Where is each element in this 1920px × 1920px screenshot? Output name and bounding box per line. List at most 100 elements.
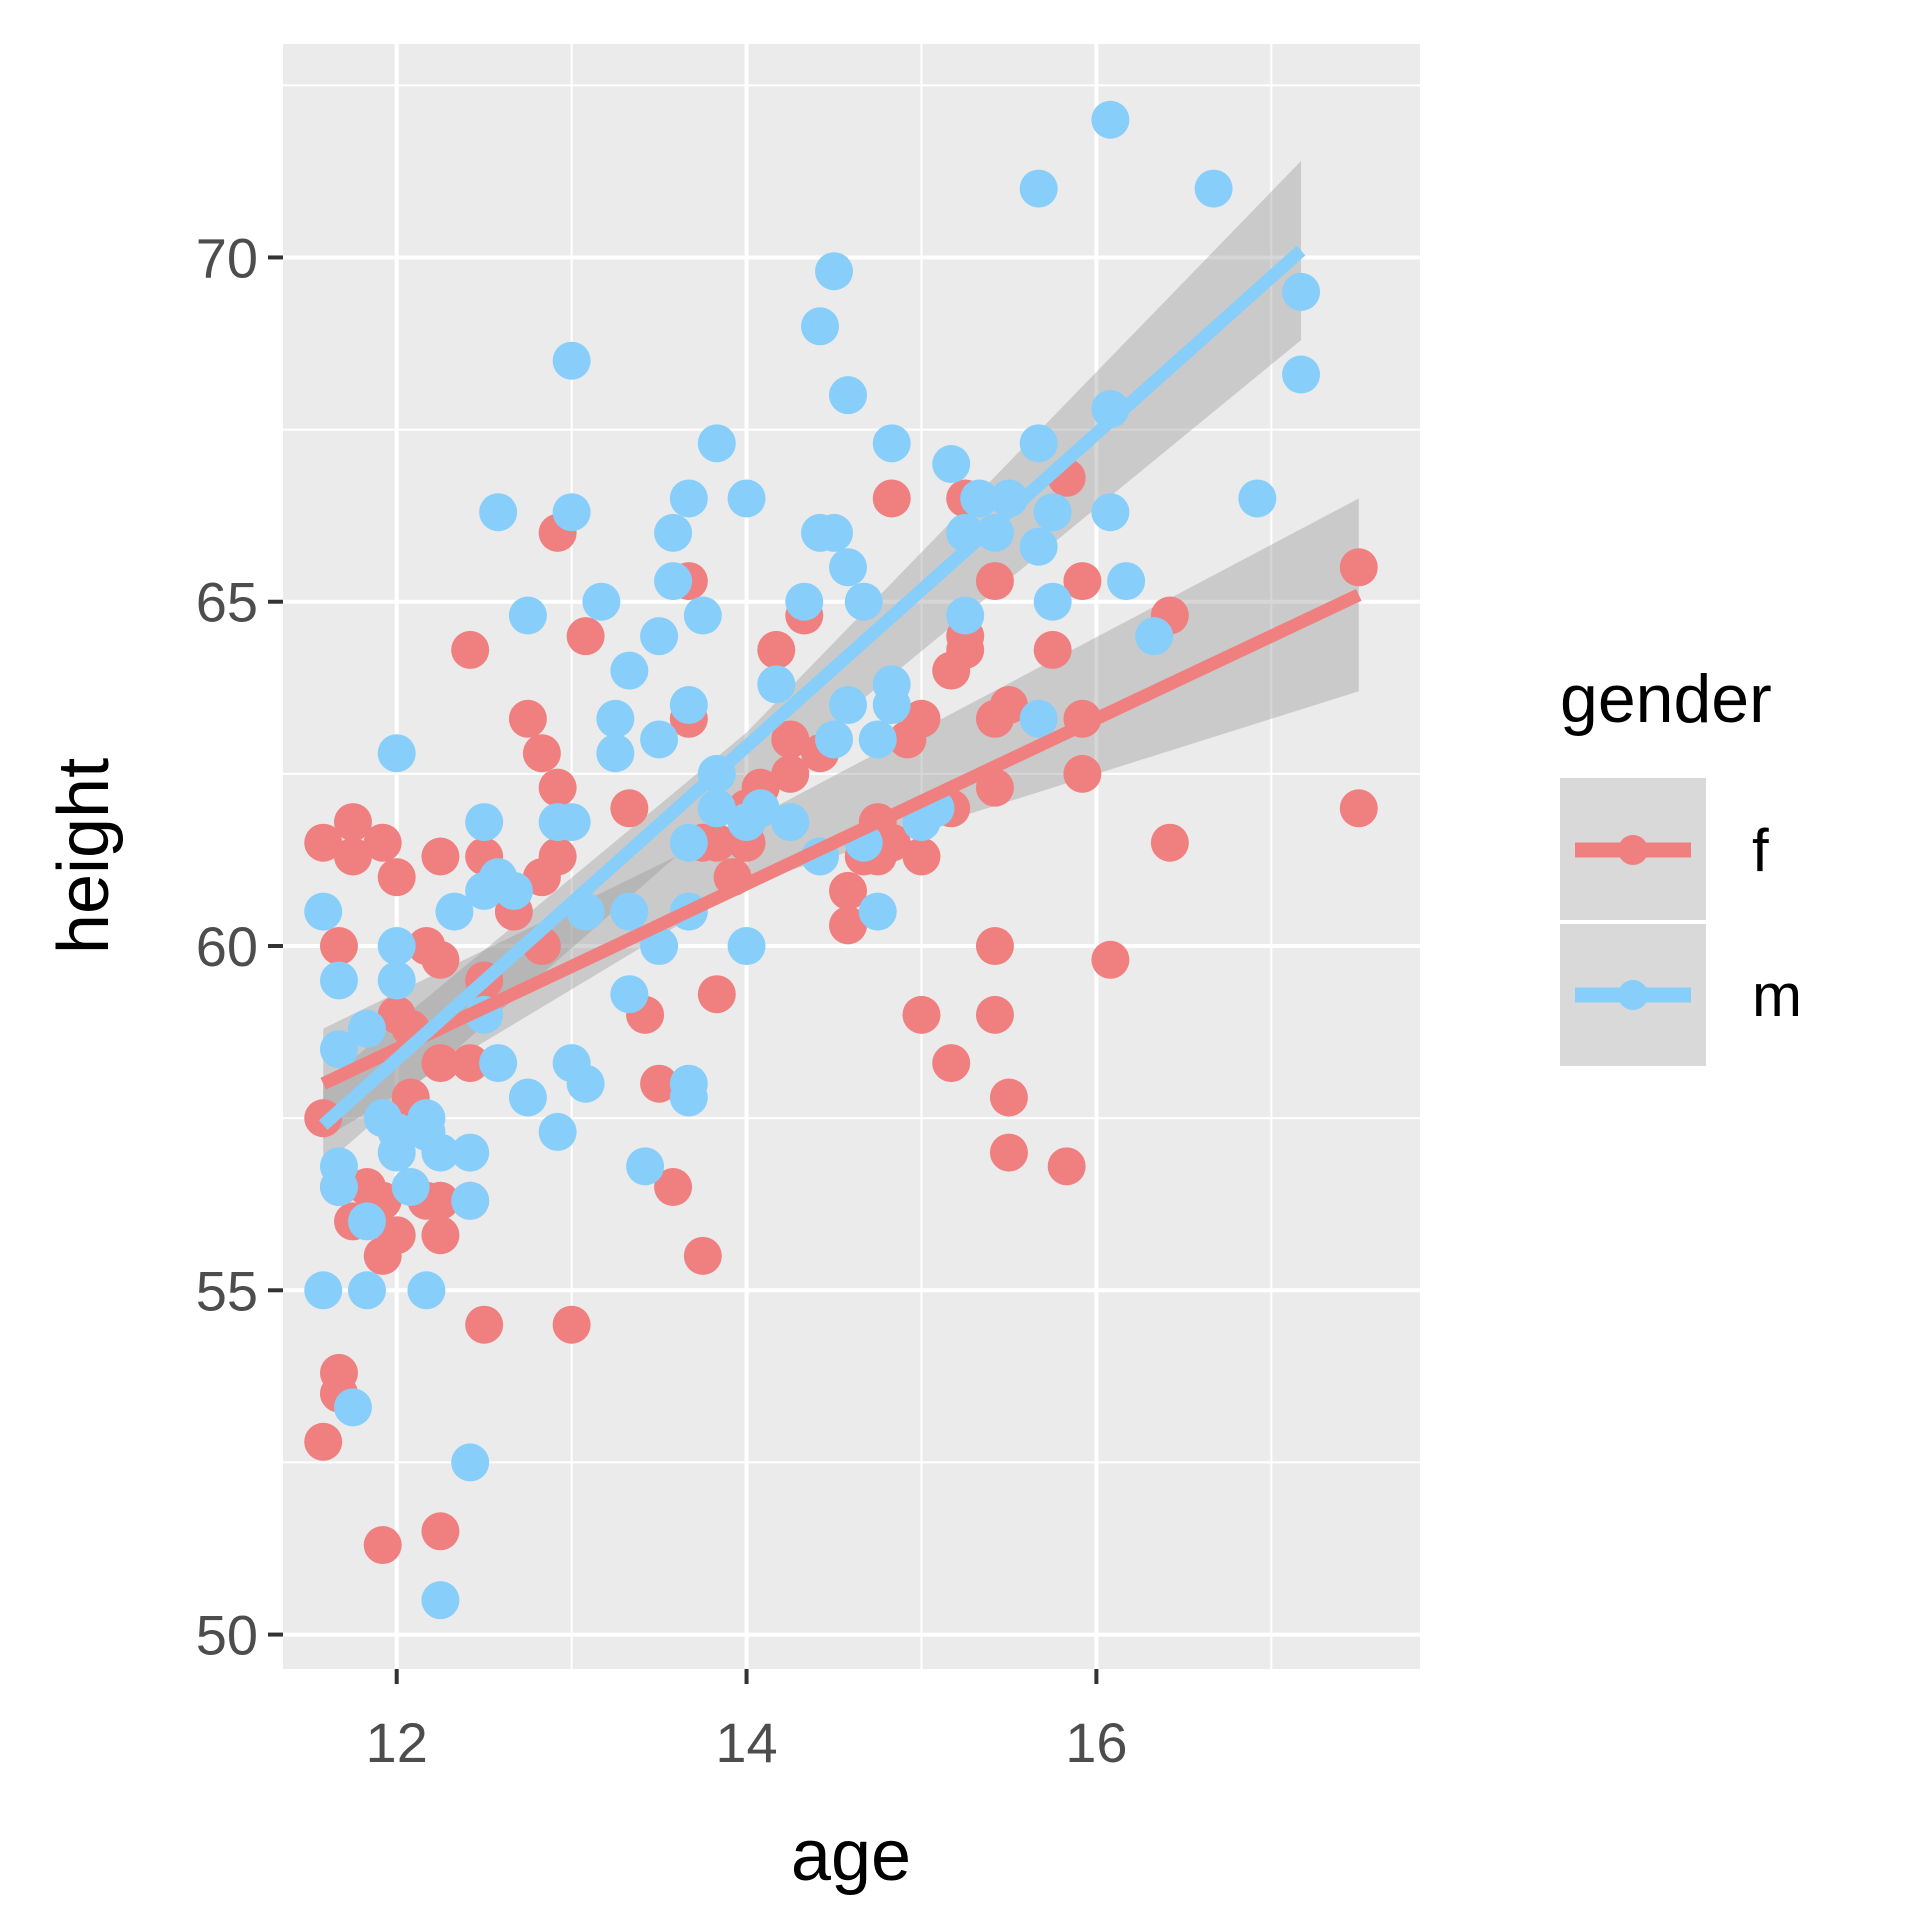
point-m <box>1019 699 1058 738</box>
point-f <box>1150 823 1189 862</box>
point-f <box>932 1044 971 1083</box>
point-f <box>421 1181 460 1220</box>
point-m <box>669 686 708 725</box>
point-m <box>1019 424 1058 463</box>
point-m <box>304 892 343 931</box>
point-f <box>902 995 941 1034</box>
point-f <box>304 1422 343 1461</box>
point-m <box>771 803 810 842</box>
point-f <box>421 940 460 979</box>
point-f <box>421 837 460 876</box>
point-m <box>785 582 824 621</box>
legend-title: gender <box>1560 661 1772 737</box>
point-f <box>333 803 372 842</box>
point-m <box>727 479 766 518</box>
point-f <box>451 630 490 669</box>
point-m <box>960 479 999 518</box>
point-m <box>319 961 358 1000</box>
point-m <box>377 927 416 966</box>
point-m <box>377 1133 416 1172</box>
point-m <box>435 892 474 931</box>
point-m <box>451 1181 490 1220</box>
point-f <box>902 699 941 738</box>
point-m <box>479 1044 518 1083</box>
point-m <box>347 1271 386 1310</box>
point-m <box>683 596 722 635</box>
point-f <box>829 906 868 945</box>
y-axis-title: height <box>44 758 124 954</box>
y-tick-label: 65 <box>196 571 258 634</box>
point-m <box>801 307 840 346</box>
y-tick-label: 50 <box>196 1604 258 1667</box>
point-f <box>1047 1147 1086 1186</box>
legend-entry-m: m <box>1560 924 1802 1066</box>
point-f <box>697 823 736 862</box>
point-m <box>1033 582 1072 621</box>
point-m <box>596 734 635 773</box>
point-m <box>1033 493 1072 532</box>
point-m <box>582 582 621 621</box>
point-f <box>902 837 941 876</box>
point-f <box>319 927 358 966</box>
legend-entry-f: f <box>1560 778 1769 920</box>
point-f <box>683 1236 722 1275</box>
point-m <box>508 596 547 635</box>
point-m <box>858 720 897 759</box>
point-f <box>421 1512 460 1551</box>
point-m <box>1019 169 1058 208</box>
point-m <box>552 341 591 380</box>
point-m <box>610 651 649 690</box>
point-f <box>333 837 372 876</box>
point-m <box>552 803 591 842</box>
point-m <box>494 871 533 910</box>
point-f <box>1339 548 1378 587</box>
point-m <box>844 582 883 621</box>
point-m <box>669 1078 708 1117</box>
point-m <box>451 1443 490 1482</box>
point-f <box>451 1044 490 1083</box>
point-m <box>872 424 911 463</box>
point-f <box>946 630 985 669</box>
x-tick-label: 12 <box>366 1711 428 1774</box>
point-m <box>465 803 504 842</box>
point-m <box>1019 527 1058 566</box>
point-m <box>552 493 591 532</box>
point-m <box>508 1078 547 1117</box>
point-f <box>1339 789 1378 828</box>
point-m <box>654 562 693 601</box>
point-m <box>1282 355 1321 394</box>
point-f <box>465 1305 504 1344</box>
point-m <box>815 513 854 552</box>
point-m <box>829 686 868 725</box>
point-m <box>610 975 649 1014</box>
point-f <box>522 734 561 773</box>
point-f <box>640 1064 679 1103</box>
point-f <box>989 1078 1028 1117</box>
y-axis: 50 55 60 65 70 <box>196 226 283 1667</box>
point-m <box>304 1271 343 1310</box>
point-m <box>377 961 416 1000</box>
fit-ribbon-f <box>323 498 1359 1139</box>
point-m <box>1091 493 1130 532</box>
point-m <box>451 1133 490 1172</box>
y-tick-label: 55 <box>196 1259 258 1322</box>
y-tick-label: 60 <box>196 915 258 978</box>
point-m <box>669 479 708 518</box>
point-f <box>610 789 649 828</box>
point-f <box>1091 940 1130 979</box>
point-f <box>363 823 402 862</box>
point-m <box>757 665 796 704</box>
point-m <box>626 1147 665 1186</box>
legend-label-f: f <box>1752 817 1769 884</box>
point-f <box>538 837 577 876</box>
point-f <box>421 1044 460 1083</box>
point-m <box>1107 562 1146 601</box>
legend-point-f <box>1618 835 1648 865</box>
point-m <box>610 892 649 931</box>
point-m <box>1091 100 1130 139</box>
point-f <box>538 768 577 807</box>
point-f <box>989 686 1028 725</box>
fit-line-m <box>318 245 1306 1130</box>
point-f <box>304 823 343 862</box>
